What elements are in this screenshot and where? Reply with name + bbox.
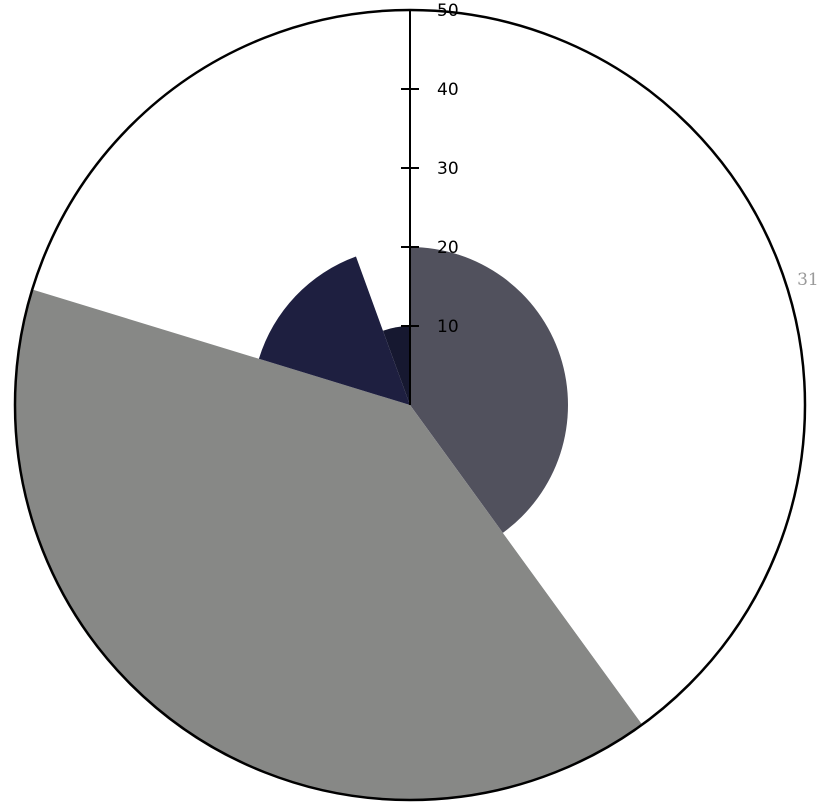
axis-tick-label: 40	[437, 80, 459, 100]
slice-2	[258, 256, 410, 405]
slice-4	[410, 10, 805, 725]
axis-tick-label: 50	[437, 1, 459, 21]
axis-tick-label: 10	[437, 317, 459, 337]
slices-group	[14, 10, 805, 801]
slice-labels: 31	[797, 270, 819, 290]
axis-tick-label: 20	[437, 238, 459, 258]
axis-tick-label: 30	[437, 159, 459, 179]
radial-axis: 10 20 30 40 50	[401, 1, 459, 405]
slice-label: 31	[797, 270, 819, 290]
slice-1	[14, 289, 643, 801]
slice-3	[382, 326, 410, 405]
slice-0	[410, 247, 568, 533]
